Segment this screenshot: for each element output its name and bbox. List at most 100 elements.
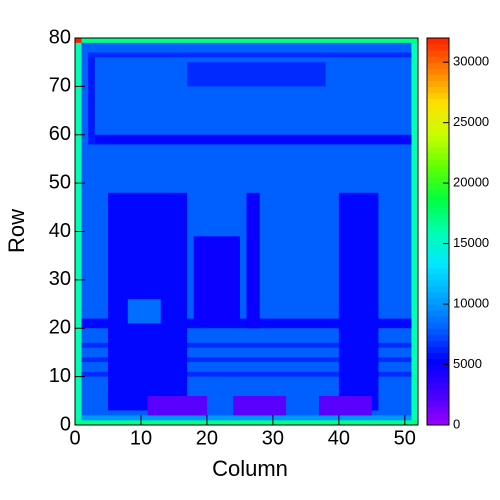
heat-cell [127, 299, 161, 324]
z-tick-label: 20000 [453, 175, 489, 190]
colorbar-slice [427, 104, 449, 112]
colorbar-slice [427, 261, 449, 269]
colorbar-slice [427, 134, 449, 142]
x-tick-label: 40 [328, 427, 350, 449]
colorbar-slice [427, 92, 449, 99]
colorbar-slice [427, 304, 449, 311]
y-tick-label: 80 [49, 26, 71, 48]
x-tick-label: 50 [394, 427, 416, 449]
colorbar-slice [427, 231, 449, 239]
colorbar-slice [427, 322, 449, 329]
colorbar-slice [427, 273, 449, 281]
z-tick-label: 15000 [453, 235, 489, 250]
z-tick-label: 30000 [453, 54, 489, 69]
colorbar-slice [427, 152, 449, 160]
colorbar-slice [427, 285, 449, 293]
x-tick-label: 10 [130, 427, 152, 449]
heat-cell [81, 357, 412, 363]
y-tick-label: 0 [60, 413, 71, 435]
colorbar-slice [427, 418, 449, 426]
colorbar-slice [427, 298, 449, 305]
heat-cell [233, 395, 287, 416]
colorbar-slice [427, 164, 449, 172]
x-axis-title: Column [212, 456, 288, 481]
colorbar-slice [427, 68, 449, 75]
heat-cell [81, 415, 412, 421]
y-tick-label: 70 [49, 75, 71, 97]
colorbar-slice [427, 340, 449, 347]
colorbar-slice [427, 249, 449, 257]
colorbar-slice [427, 213, 449, 220]
colorbar-slice [427, 38, 449, 45]
heat-cell [81, 371, 412, 377]
heat-cell [75, 420, 418, 425]
colorbar-slice [427, 225, 449, 232]
colorbar-slice [427, 400, 449, 408]
heat-cell [411, 38, 418, 425]
y-tick-label: 60 [49, 123, 71, 145]
colorbar-slice [427, 171, 449, 178]
heat-cell [338, 192, 379, 411]
colorbar-slice [427, 201, 449, 208]
colorbar-slice [427, 328, 449, 335]
colorbar-slice [427, 146, 449, 154]
heat-cell [81, 342, 412, 348]
heat-cell [75, 38, 418, 43]
y-tick-label: 30 [49, 268, 71, 290]
colorbar-slice [427, 98, 449, 106]
colorbar-slice [427, 291, 449, 299]
y-tick-label: 20 [49, 317, 71, 339]
heat-cell [187, 62, 326, 87]
colorbar-slice [427, 183, 449, 190]
colorbar-slice [427, 412, 449, 420]
colorbar-frame [426, 37, 450, 426]
y-tick-label: 40 [49, 220, 71, 242]
colorbar-slice [427, 382, 449, 390]
z-tick-label: 10000 [453, 296, 489, 311]
colorbar-slice [427, 406, 449, 414]
z-tick-label: 5000 [453, 356, 482, 371]
colorbar-slice [427, 56, 449, 63]
colorbar-slice [427, 243, 449, 251]
colorbar-slice [427, 116, 449, 124]
z-tick-label: 25000 [453, 114, 489, 129]
colorbar-slice [427, 122, 449, 130]
colorbar-slice [427, 358, 449, 366]
colorbar-slice [427, 352, 449, 359]
heat-cell [246, 192, 260, 329]
colorbar-slice [427, 62, 449, 69]
colorbar-slice [427, 140, 449, 148]
colorbar-slice [427, 80, 449, 87]
colorbar-slice [427, 394, 449, 402]
y-axis-title: Row [4, 209, 29, 253]
colorbar-slice [427, 364, 449, 372]
colorbar-slice [427, 376, 449, 384]
heat-cell [94, 134, 412, 145]
colorbar-slice [427, 207, 449, 214]
z-tick-label: 0 [453, 416, 460, 431]
colorbar-slice [427, 316, 449, 323]
colorbar-slice [427, 255, 449, 263]
colorbar-slice [427, 189, 449, 196]
heat-cell [88, 57, 95, 145]
colorbar-slice [427, 195, 449, 202]
colorbar-slice [427, 310, 449, 317]
colorbar-slice [427, 110, 449, 118]
heat-cell [193, 236, 240, 324]
colorbar-slice [427, 267, 449, 275]
heat-cell [319, 395, 372, 416]
x-tick-label: 0 [69, 427, 80, 449]
colorbar-slice [427, 388, 449, 396]
colorbar-slice [427, 177, 449, 184]
colorbar-slice [427, 158, 449, 166]
colorbar-slice [427, 334, 449, 341]
x-tick-label: 20 [196, 427, 218, 449]
colorbar-slice [427, 86, 449, 93]
colorbar-slice [427, 44, 449, 51]
colorbar-slice [427, 279, 449, 287]
colorbar-slice [427, 346, 449, 353]
heat-cell [75, 38, 82, 43]
colorbar-slice [427, 370, 449, 378]
heat-cell [88, 52, 412, 58]
